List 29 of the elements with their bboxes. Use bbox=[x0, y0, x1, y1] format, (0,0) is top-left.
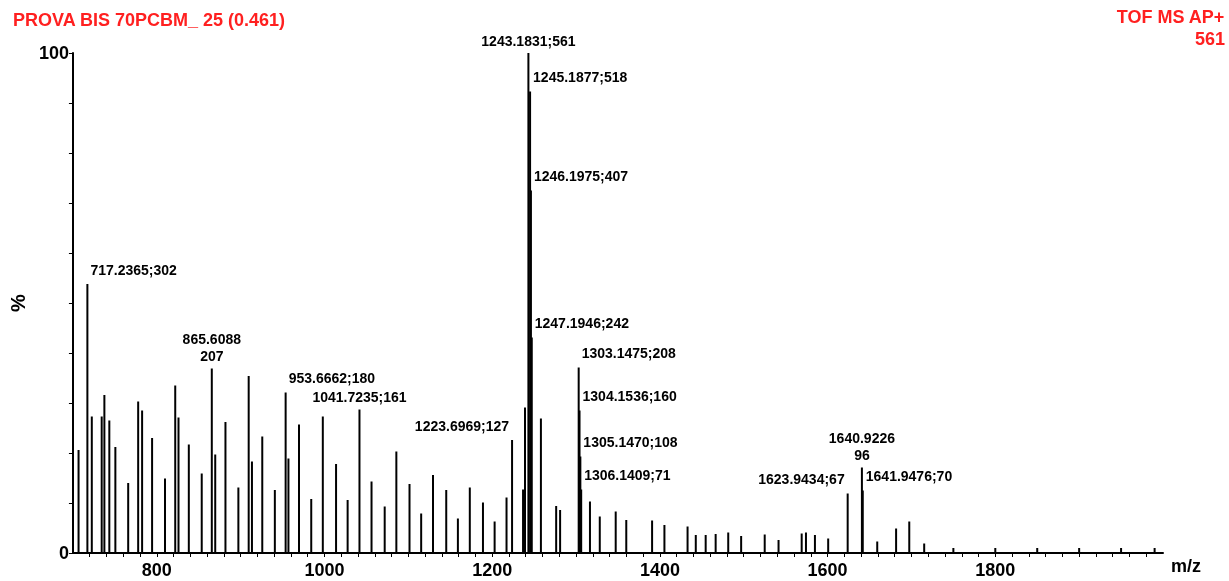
x-tick-label: 1800 bbox=[975, 560, 1016, 580]
x-tick-label: 1000 bbox=[304, 560, 345, 580]
x-axis-title: m/z bbox=[1171, 556, 1202, 576]
annotation: 1247.1946;242 bbox=[534, 315, 630, 331]
annotation: 1623.9434;67 bbox=[758, 471, 845, 487]
annotation: 1641.9476;70 bbox=[865, 468, 953, 484]
annotation: 1243.1831;561 bbox=[481, 32, 576, 49]
annotation: 1246.1975;407 bbox=[533, 168, 629, 184]
annotation: 1245.1877;518 bbox=[533, 69, 628, 85]
x-tick-label: 800 bbox=[141, 560, 172, 580]
y-tick-label: 100 bbox=[38, 43, 69, 63]
annotation: 1304.1536;160 bbox=[582, 388, 677, 404]
annotation: 865.6088 207 bbox=[182, 331, 242, 364]
text: TOF MS AP+ bbox=[1116, 7, 1225, 27]
annotation: 717.2365;302 bbox=[90, 261, 178, 278]
y-axis-title: % bbox=[7, 293, 29, 312]
x-tick-label: 1400 bbox=[639, 560, 680, 580]
x-tick-label: 1600 bbox=[807, 560, 848, 580]
annotation: 1303.1475;208 bbox=[581, 345, 677, 361]
x-tick-label: 1200 bbox=[472, 560, 513, 580]
text: 561 bbox=[1194, 29, 1226, 49]
annotation: 1041.7235;161 bbox=[312, 389, 407, 405]
y-tick-label: 0 bbox=[58, 543, 69, 563]
annotation: 1640.9226 96 bbox=[828, 430, 896, 463]
annotation: 1305.1470;108 bbox=[583, 434, 678, 450]
chart-title: PROVA BIS 70PCBM_ 25 (0.461) bbox=[13, 10, 286, 30]
annotation: 1306.1409;71 bbox=[584, 467, 671, 483]
annotation: 953.6662;180 bbox=[288, 370, 376, 386]
annotation: 1223.6969;127 bbox=[414, 417, 510, 434]
